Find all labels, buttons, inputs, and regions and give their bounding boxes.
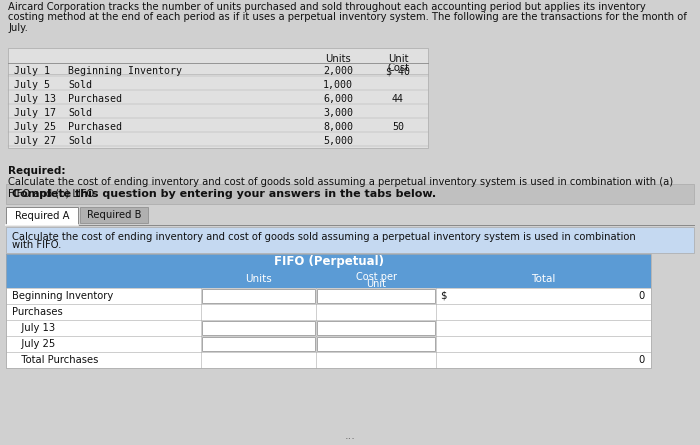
- Text: July 27: July 27: [14, 136, 56, 146]
- FancyBboxPatch shape: [6, 336, 651, 352]
- Text: Required B: Required B: [87, 210, 141, 220]
- Text: Total: Total: [531, 274, 556, 284]
- Text: $ 40: $ 40: [386, 66, 410, 76]
- Text: Required:: Required:: [8, 166, 66, 176]
- Text: Units: Units: [245, 274, 272, 284]
- FancyBboxPatch shape: [8, 48, 428, 148]
- Text: Total Purchases: Total Purchases: [12, 355, 99, 365]
- Text: Beginning Inventory: Beginning Inventory: [12, 291, 113, 301]
- Text: 2,000: 2,000: [323, 66, 353, 76]
- Text: Calculate the cost of ending inventory and cost of goods sold assuming a perpetu: Calculate the cost of ending inventory a…: [12, 232, 636, 242]
- FancyBboxPatch shape: [202, 289, 315, 303]
- Text: 3,000: 3,000: [323, 108, 353, 118]
- FancyBboxPatch shape: [317, 337, 435, 351]
- FancyBboxPatch shape: [317, 289, 435, 303]
- Text: Calculate the cost of ending inventory and cost of goods sold assuming a perpetu: Calculate the cost of ending inventory a…: [8, 177, 673, 187]
- Text: 6,000: 6,000: [323, 94, 353, 104]
- FancyBboxPatch shape: [202, 337, 315, 351]
- Text: Unit: Unit: [388, 54, 408, 64]
- Text: with FIFO.: with FIFO.: [12, 240, 62, 250]
- FancyBboxPatch shape: [6, 352, 651, 368]
- Text: 44: 44: [392, 94, 404, 104]
- Text: 0: 0: [638, 355, 645, 365]
- Text: Required A: Required A: [15, 211, 69, 221]
- Text: Purchases: Purchases: [12, 307, 63, 317]
- Text: 50: 50: [392, 122, 404, 132]
- Text: July 5: July 5: [14, 80, 50, 90]
- FancyBboxPatch shape: [6, 207, 78, 225]
- Text: July 13: July 13: [14, 94, 56, 104]
- Text: Sold: Sold: [68, 80, 92, 90]
- Text: Cost: Cost: [387, 63, 409, 73]
- Text: Unit: Unit: [366, 279, 386, 289]
- Text: Aircard Corporation tracks the number of units purchased and sold throughout eac: Aircard Corporation tracks the number of…: [8, 2, 645, 12]
- FancyBboxPatch shape: [317, 321, 435, 335]
- FancyBboxPatch shape: [6, 320, 651, 336]
- Text: Complete this question by entering your answers in the tabs below.: Complete this question by entering your …: [12, 189, 436, 199]
- Text: Beginning Inventory: Beginning Inventory: [68, 66, 182, 76]
- FancyBboxPatch shape: [6, 304, 651, 320]
- Text: Sold: Sold: [68, 108, 92, 118]
- Text: July 13: July 13: [12, 323, 55, 333]
- Text: $: $: [440, 291, 447, 301]
- Text: FIFO and (b) LIFO.: FIFO and (b) LIFO.: [8, 188, 97, 198]
- Text: 0: 0: [638, 291, 645, 301]
- Text: July.: July.: [8, 23, 28, 33]
- Text: Units: Units: [325, 54, 351, 64]
- FancyBboxPatch shape: [6, 270, 651, 288]
- Text: ...: ...: [344, 431, 356, 441]
- FancyBboxPatch shape: [6, 227, 694, 253]
- Text: July 25: July 25: [14, 122, 56, 132]
- Text: July 17: July 17: [14, 108, 56, 118]
- Text: Sold: Sold: [68, 136, 92, 146]
- Text: July 1: July 1: [14, 66, 50, 76]
- Text: costing method at the end of each period as if it uses a perpetual inventory sys: costing method at the end of each period…: [8, 12, 687, 23]
- Text: 5,000: 5,000: [323, 136, 353, 146]
- FancyBboxPatch shape: [6, 184, 694, 204]
- Text: FIFO (Perpetual): FIFO (Perpetual): [274, 255, 384, 268]
- FancyBboxPatch shape: [6, 254, 651, 270]
- Text: July 25: July 25: [12, 339, 55, 349]
- Text: 1,000: 1,000: [323, 80, 353, 90]
- FancyBboxPatch shape: [80, 207, 148, 223]
- Text: Purchased: Purchased: [68, 94, 122, 104]
- Text: 8,000: 8,000: [323, 122, 353, 132]
- Text: Purchased: Purchased: [68, 122, 122, 132]
- Text: Cost per: Cost per: [356, 272, 396, 282]
- FancyBboxPatch shape: [202, 321, 315, 335]
- FancyBboxPatch shape: [6, 288, 651, 304]
